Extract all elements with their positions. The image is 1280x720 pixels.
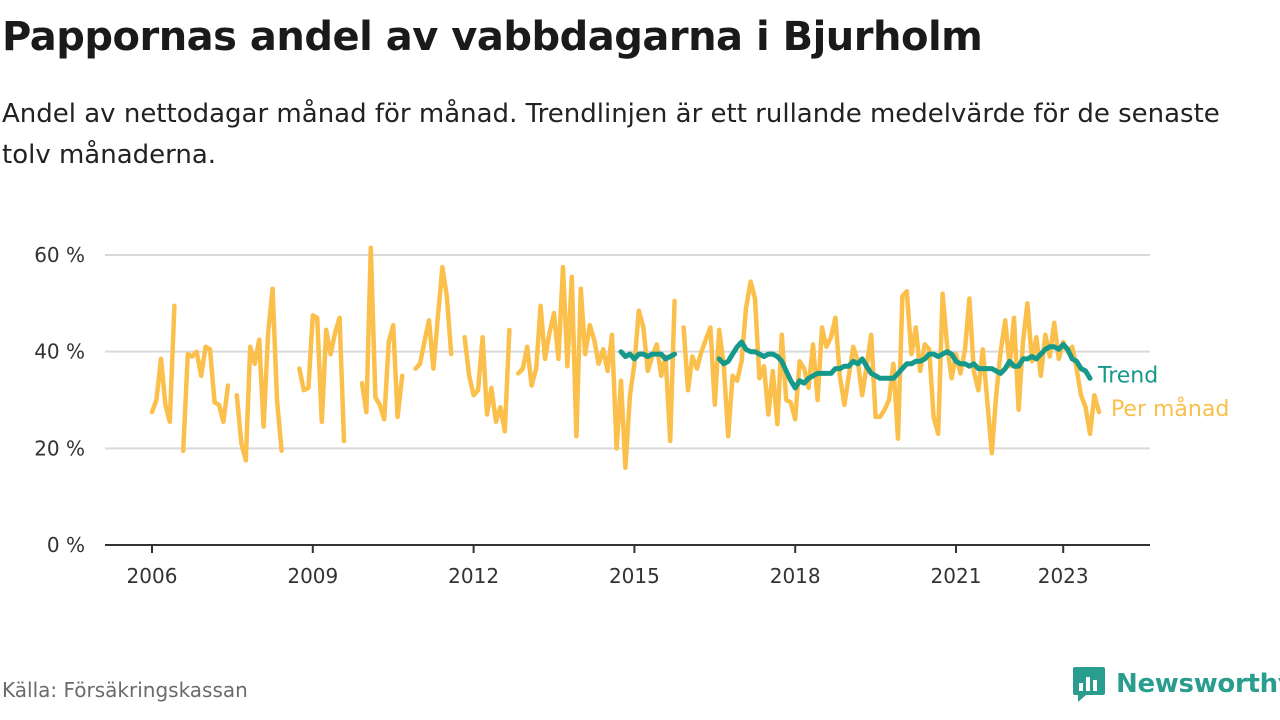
x-tick-label: 2023 <box>1038 564 1089 588</box>
series-lines <box>149 245 1102 470</box>
x-tick-label: 2012 <box>448 564 499 588</box>
trend-series-label: Trend <box>1097 363 1158 388</box>
y-tick-label: 60 % <box>34 243 85 267</box>
trend-line-segment <box>716 339 1093 391</box>
x-tick-label: 2015 <box>609 564 660 588</box>
monthly-line-segment <box>413 264 454 371</box>
trend-line-segment <box>618 349 678 362</box>
newsworthy-logo-icon <box>1073 667 1105 702</box>
monthly-line-segment <box>149 303 177 425</box>
x-tick-label: 2009 <box>287 564 338 588</box>
brand-name: Newsworthy <box>1116 669 1280 699</box>
line-chart: 0 % 20 % 40 % 60 % 2006 2009 2012 2015 2018 2021… <box>34 243 1229 588</box>
x-tick-label: 2006 <box>127 564 178 588</box>
monthly-series-label: Per månad <box>1111 396 1229 422</box>
monthly-line-segment <box>681 279 1102 456</box>
monthly-line-segment <box>180 344 231 454</box>
monthly-line-segment <box>515 264 677 470</box>
chart-subtitle: Andel av nettodagar månad för månad. Tre… <box>2 99 1220 170</box>
y-tick-label: 20 % <box>34 436 85 460</box>
x-axis-ticks: 2006 2009 2012 2015 2018 2021 2023 <box>127 545 1089 588</box>
x-tick-label: 2018 <box>770 564 821 588</box>
y-tick-label: 40 % <box>34 340 85 364</box>
monthly-line-segment <box>297 313 347 444</box>
monthly-line-segment <box>234 286 284 463</box>
x-tick-label: 2021 <box>931 564 982 588</box>
brand-logo: Newsworthy <box>1072 664 1280 704</box>
y-axis-ticks: 0 % 20 % 40 % 60 % <box>34 243 85 557</box>
monthly-line-segment <box>462 327 512 434</box>
chart-title: Pappornas andel av vabbdagarna i Bjurhol… <box>2 14 983 60</box>
monthly-line-segment <box>359 245 405 422</box>
source-note: Källa: Försäkringskassan <box>2 678 248 702</box>
y-tick-label: 0 % <box>47 533 85 557</box>
series-labels: Trend Per månad <box>1097 363 1229 422</box>
